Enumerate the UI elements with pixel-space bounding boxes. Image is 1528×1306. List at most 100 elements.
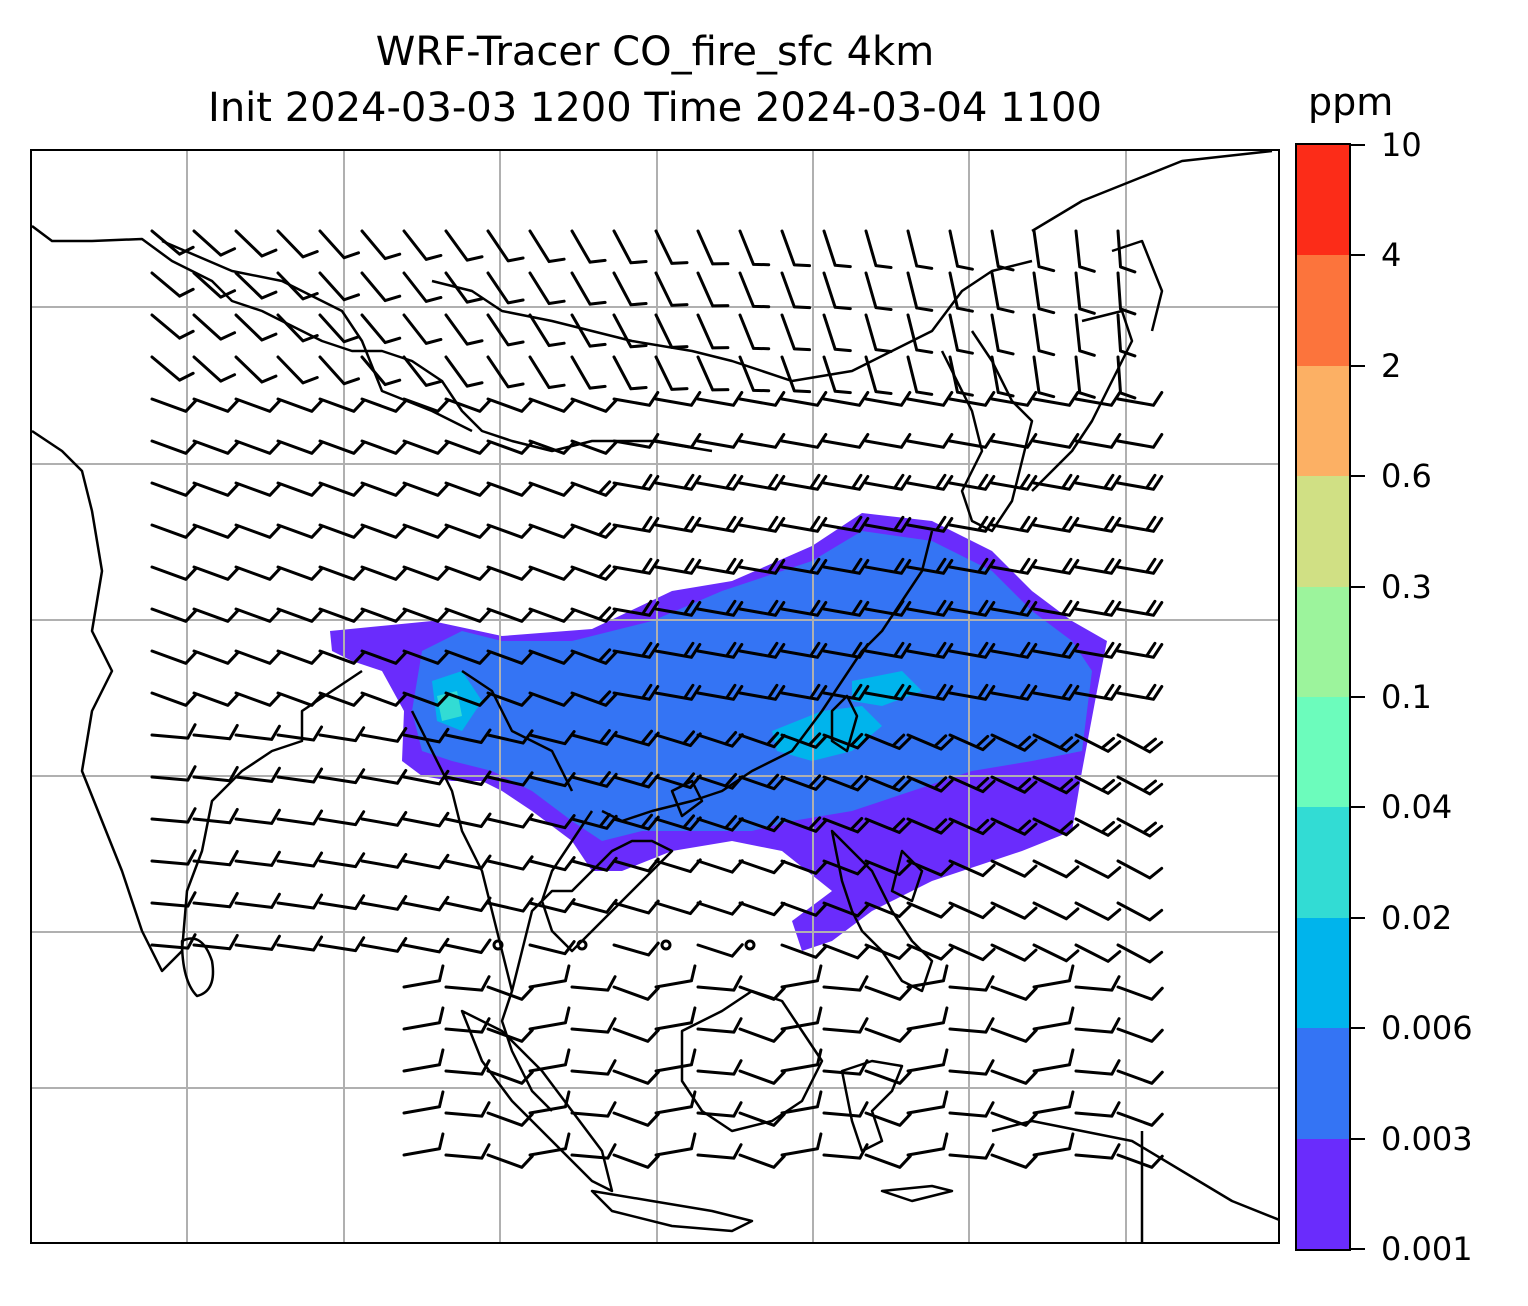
- wind-barb: [864, 775, 912, 792]
- wind-barb: [276, 565, 324, 581]
- wind-barb: [360, 811, 408, 827]
- wind-barb: [696, 313, 730, 350]
- colorbar-tick-label: 0.006: [1381, 1009, 1473, 1048]
- wind-barb: [990, 473, 1038, 491]
- wind-barb: [822, 683, 870, 701]
- wind-barb: [906, 943, 954, 961]
- wind-barb: [318, 894, 366, 911]
- wind-barb: [696, 901, 744, 916]
- colorbar-tick: [1351, 364, 1365, 367]
- wind-barb: [948, 641, 996, 659]
- wind-barb: [402, 313, 443, 345]
- wind-barb: [528, 940, 576, 956]
- chart-title-line1: WRF-Tracer CO_fire_sfc 4km: [375, 29, 935, 75]
- wind-barb: [444, 565, 492, 581]
- wind-barb: [486, 813, 534, 829]
- wind-barb: [780, 732, 828, 749]
- wind-barb: [1116, 859, 1164, 880]
- wind-barb: [948, 859, 996, 878]
- colorbar-tick-label: 2: [1381, 346, 1402, 385]
- wind-barb: [864, 1069, 912, 1085]
- wind-barb: [402, 565, 450, 581]
- wind-barb: [864, 473, 912, 491]
- wind-barb: [738, 1069, 786, 1085]
- wind-barb: [696, 975, 743, 992]
- wind-barb: [360, 565, 408, 581]
- wind-barb: [402, 649, 450, 665]
- wind-barb: [864, 229, 893, 270]
- wind-barb: [780, 859, 828, 875]
- wind-barb: [444, 975, 491, 992]
- plume-level-0.003: [412, 531, 1092, 841]
- wind-barb: [738, 355, 771, 393]
- chart-title-line2: Init 2024-03-03 1200 Time 2024-03-04 110…: [208, 85, 1102, 131]
- colorbar-segment: [1297, 696, 1349, 808]
- wind-barb: [1116, 641, 1164, 659]
- wind-barb: [654, 271, 689, 307]
- wind-barb: [402, 769, 450, 786]
- wind-barb: [360, 397, 408, 413]
- wind-barb: [150, 723, 197, 740]
- wind-barb: [822, 1143, 869, 1160]
- colorbar-segment: [1297, 144, 1349, 256]
- wind-barb: [1032, 391, 1080, 407]
- wind-barb: [402, 481, 450, 497]
- wind-barb: [612, 1111, 660, 1127]
- wind-barb: [1032, 599, 1080, 617]
- colorbar-tick-label: 0.3: [1381, 567, 1432, 606]
- wind-barb: [906, 641, 954, 659]
- wind-barb: [234, 355, 278, 384]
- wind-barb: [612, 641, 660, 659]
- wind-barb: [234, 691, 282, 707]
- wind-barb: [1074, 901, 1122, 921]
- calm-marker: [660, 939, 672, 951]
- wind-barb: [654, 391, 702, 407]
- wind-barb: [570, 229, 607, 264]
- wind-barb: [1074, 229, 1096, 273]
- wind-barb: [822, 515, 870, 533]
- wind-barb: [822, 599, 870, 617]
- wind-barb: [486, 607, 534, 623]
- wind-barb: [1032, 775, 1080, 795]
- wind-barb: [402, 727, 450, 744]
- wind-barb: [486, 565, 534, 581]
- wind-barb: [276, 649, 324, 665]
- wind-barb: [360, 895, 408, 911]
- colorbar-tick-label: 4: [1381, 236, 1402, 275]
- wind-barb: [528, 649, 576, 665]
- wind-barb: [1116, 313, 1137, 358]
- wind-barb: [360, 691, 408, 707]
- wind-barb: [864, 515, 912, 533]
- wind-barb: [360, 727, 408, 743]
- wind-barb: [444, 397, 492, 413]
- wind-barb: [234, 481, 282, 497]
- wind-barb: [1032, 859, 1080, 879]
- wind-barb: [318, 691, 366, 707]
- wind-barb: [318, 523, 366, 539]
- wind-barb: [654, 599, 702, 617]
- wind-barb: [1032, 1132, 1075, 1157]
- wind-barb: [150, 765, 197, 782]
- wind-barb: [906, 1048, 949, 1073]
- wind-barb: [570, 480, 618, 497]
- wind-barb: [990, 859, 1038, 878]
- wind-barb: [864, 599, 912, 617]
- wind-barb: [234, 439, 282, 455]
- wind-barb: [234, 850, 281, 867]
- wind-barb: [822, 975, 869, 992]
- wind-barb: [528, 397, 576, 413]
- wind-barb: [612, 433, 660, 449]
- wind-barb: [738, 985, 786, 1001]
- colorbar-tick: [1351, 1137, 1365, 1140]
- wind-barb: [486, 229, 525, 263]
- wind-barb: [192, 765, 239, 783]
- wind-barb: [528, 355, 566, 390]
- wind-barb: [150, 849, 197, 866]
- wind-barb: [990, 683, 1038, 701]
- wind-barb: [318, 607, 366, 623]
- wind-barb: [654, 313, 689, 349]
- wind-barb: [318, 649, 366, 665]
- wind-barb: [1116, 683, 1164, 701]
- wind-barb: [318, 313, 361, 344]
- wind-barb: [570, 397, 618, 413]
